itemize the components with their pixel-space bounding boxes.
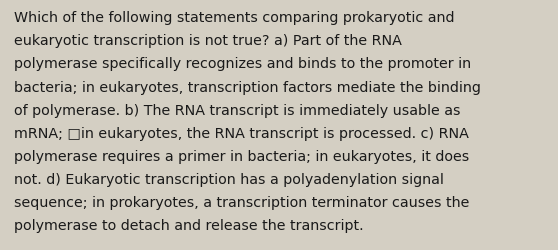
Text: sequence; in prokaryotes, a transcription terminator causes the: sequence; in prokaryotes, a transcriptio… [14,195,469,209]
Text: polymerase requires a primer in bacteria; in eukaryotes, it does: polymerase requires a primer in bacteria… [14,149,469,163]
Text: polymerase specifically recognizes and binds to the promoter in: polymerase specifically recognizes and b… [14,57,471,71]
Text: eukaryotic transcription is not true? a) Part of the RNA: eukaryotic transcription is not true? a)… [14,34,402,48]
Text: not. d) Eukaryotic transcription has a polyadenylation signal: not. d) Eukaryotic transcription has a p… [14,172,444,186]
Text: mRNA; □in eukaryotes, the RNA transcript is processed. c) RNA: mRNA; □in eukaryotes, the RNA transcript… [14,126,469,140]
Text: Which of the following statements comparing prokaryotic and: Which of the following statements compar… [14,11,454,25]
Text: polymerase to detach and release the transcript.: polymerase to detach and release the tra… [14,218,364,232]
Text: of polymerase. b) The RNA transcript is immediately usable as: of polymerase. b) The RNA transcript is … [14,103,460,117]
Text: bacteria; in eukaryotes, transcription factors mediate the binding: bacteria; in eukaryotes, transcription f… [14,80,481,94]
